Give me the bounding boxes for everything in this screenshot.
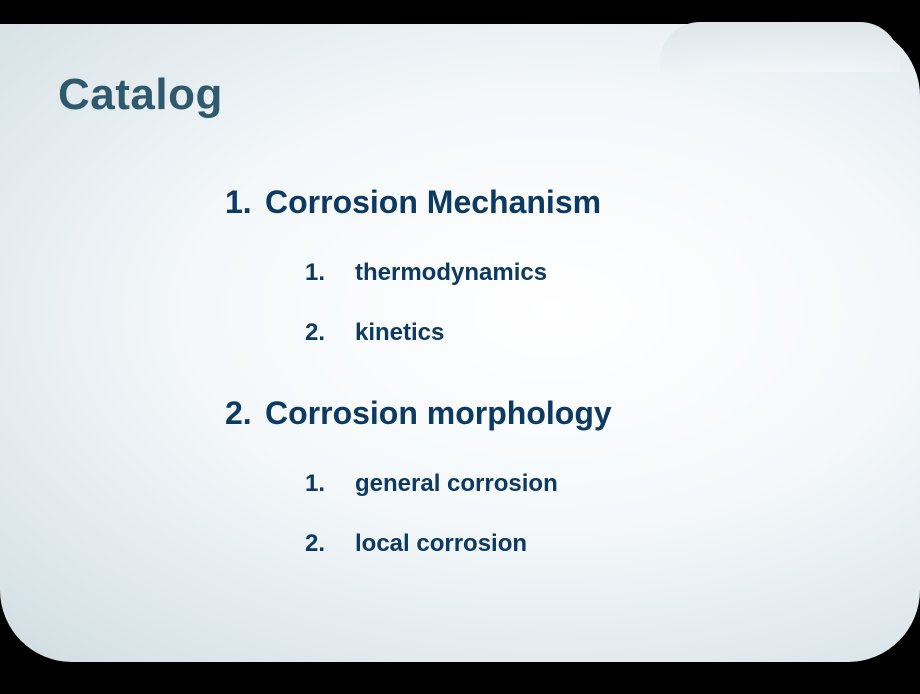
item-number: 2. — [305, 319, 355, 347]
slide-title: Catalog — [58, 70, 223, 120]
item-label: thermodynamics — [355, 259, 547, 287]
list-item: 1. thermodynamics — [305, 259, 612, 287]
list-item: 1. general corrosion — [305, 470, 612, 498]
section-2: 2. Corrosion morphology — [225, 395, 612, 432]
slide-card: Catalog 1. Corrosion Mechanism 1. thermo… — [0, 24, 920, 662]
item-label: kinetics — [355, 319, 444, 347]
item-number: 2. — [305, 530, 355, 558]
section-2-number: 2. — [225, 395, 265, 432]
item-number: 1. — [305, 259, 355, 287]
section-2-items: 1. general corrosion 2. local corrosion — [305, 470, 612, 558]
tab-notch — [660, 22, 900, 72]
item-label: general corrosion — [355, 470, 558, 498]
section-2-title: Corrosion morphology — [265, 395, 612, 432]
item-label: local corrosion — [355, 530, 527, 558]
list-item: 2. kinetics — [305, 319, 612, 347]
section-1-title: Corrosion Mechanism — [265, 184, 601, 221]
slide-content: 1. Corrosion Mechanism 1. thermodynamics… — [225, 184, 612, 606]
list-item: 2. local corrosion — [305, 530, 612, 558]
section-1: 1. Corrosion Mechanism — [225, 184, 612, 221]
section-1-number: 1. — [225, 184, 265, 221]
section-1-items: 1. thermodynamics 2. kinetics — [305, 259, 612, 347]
item-number: 1. — [305, 470, 355, 498]
